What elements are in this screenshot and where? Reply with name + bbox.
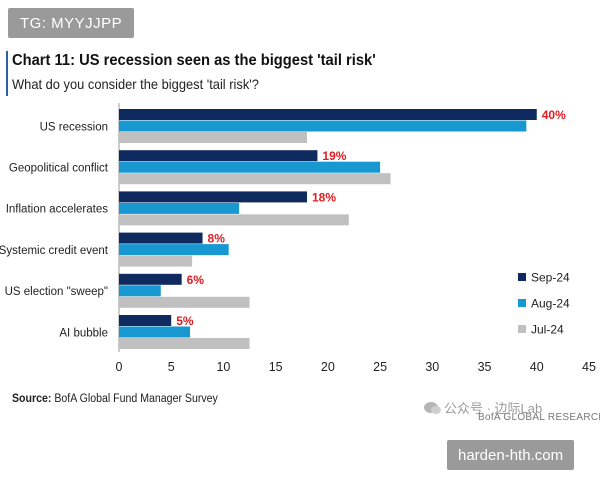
wechat-text: 公众号 · 边际Lab bbox=[444, 401, 543, 416]
x-tick-label: 45 bbox=[582, 360, 596, 374]
bar-geopolitical-conflict-aug-24 bbox=[119, 161, 381, 173]
category-label: AI bubble bbox=[59, 327, 108, 339]
x-tick-label: 20 bbox=[321, 360, 335, 374]
bar-us-recession-jul-24 bbox=[119, 132, 307, 143]
data-label-ai-bubble: 5% bbox=[176, 314, 194, 328]
legend-swatch-jul-24 bbox=[518, 325, 526, 333]
bofa-credit: BofA GLOBAL RESEARCH bbox=[478, 412, 600, 423]
data-label-us-recession: 40% bbox=[542, 108, 566, 122]
data-label-inflation-accelerates: 18% bbox=[312, 190, 336, 204]
bar-us-election-sweep-aug-24 bbox=[119, 285, 161, 297]
x-tick-label: 5 bbox=[168, 360, 175, 374]
bar-us-election-sweep-jul-24 bbox=[119, 296, 250, 308]
wechat-watermark: 公众号 · 边际Lab bbox=[424, 398, 542, 417]
chart-title: Chart 11: US recession seen as the bigge… bbox=[12, 52, 376, 69]
bar-systemic-credit-event-sep-24 bbox=[119, 232, 203, 244]
legend-swatch-aug-24 bbox=[518, 299, 526, 307]
source-note: Source: BofA Global Fund Manager Survey bbox=[12, 393, 218, 405]
bar-geopolitical-conflict-jul-24 bbox=[119, 173, 391, 185]
x-tick-label: 35 bbox=[478, 360, 492, 374]
x-tick-label: 30 bbox=[425, 360, 439, 374]
watermark-bottom: harden-hth.com bbox=[447, 440, 575, 470]
legend-label-sep-24: Sep-24 bbox=[531, 271, 570, 285]
source-label: Source: bbox=[12, 393, 52, 405]
source-text: BofA Global Fund Manager Survey bbox=[54, 393, 218, 405]
bar-ai-bubble-sep-24 bbox=[119, 315, 172, 326]
legend-swatch-sep-24 bbox=[518, 273, 526, 281]
legend-label-jul-24: Jul-24 bbox=[531, 323, 564, 337]
x-tick-label: 0 bbox=[116, 360, 123, 374]
category-label: US recession bbox=[40, 121, 108, 133]
category-label: Inflation accelerates bbox=[6, 204, 109, 216]
x-tick-label: 25 bbox=[373, 360, 387, 374]
chart-subtitle: What do you consider the biggest 'tail r… bbox=[12, 76, 259, 92]
bar-inflation-accelerates-aug-24 bbox=[119, 202, 240, 214]
category-label: US election "sweep" bbox=[5, 286, 108, 298]
x-tick-label: 10 bbox=[216, 360, 230, 374]
bar-ai-bubble-aug-24 bbox=[119, 326, 191, 338]
x-tick-label: 40 bbox=[530, 360, 544, 374]
title-accent-bar bbox=[6, 51, 8, 96]
watermark-top: TG: MYYJJPP bbox=[8, 8, 135, 38]
category-label: Geopolitical conflict bbox=[9, 162, 109, 174]
bar-us-recession-aug-24 bbox=[119, 120, 527, 132]
x-tick-label: 15 bbox=[269, 360, 283, 374]
data-label-systemic-credit-event: 8% bbox=[208, 232, 226, 246]
bar-us-election-sweep-sep-24 bbox=[119, 273, 182, 285]
bar-inflation-accelerates-jul-24 bbox=[119, 214, 349, 226]
bar-systemic-credit-event-jul-24 bbox=[119, 255, 193, 267]
bar-us-recession-sep-24 bbox=[119, 109, 537, 120]
wechat-icon bbox=[424, 402, 441, 414]
category-label: Systemic credit event bbox=[0, 245, 109, 257]
legend-label-aug-24: Aug-24 bbox=[531, 297, 570, 311]
bar-inflation-accelerates-sep-24 bbox=[119, 191, 307, 203]
bar-systemic-credit-event-aug-24 bbox=[119, 244, 229, 256]
bar-geopolitical-conflict-sep-24 bbox=[119, 150, 318, 162]
bar-ai-bubble-jul-24 bbox=[119, 338, 250, 349]
data-label-geopolitical-conflict: 19% bbox=[322, 149, 346, 163]
data-label-us-election-sweep: 6% bbox=[187, 273, 205, 287]
